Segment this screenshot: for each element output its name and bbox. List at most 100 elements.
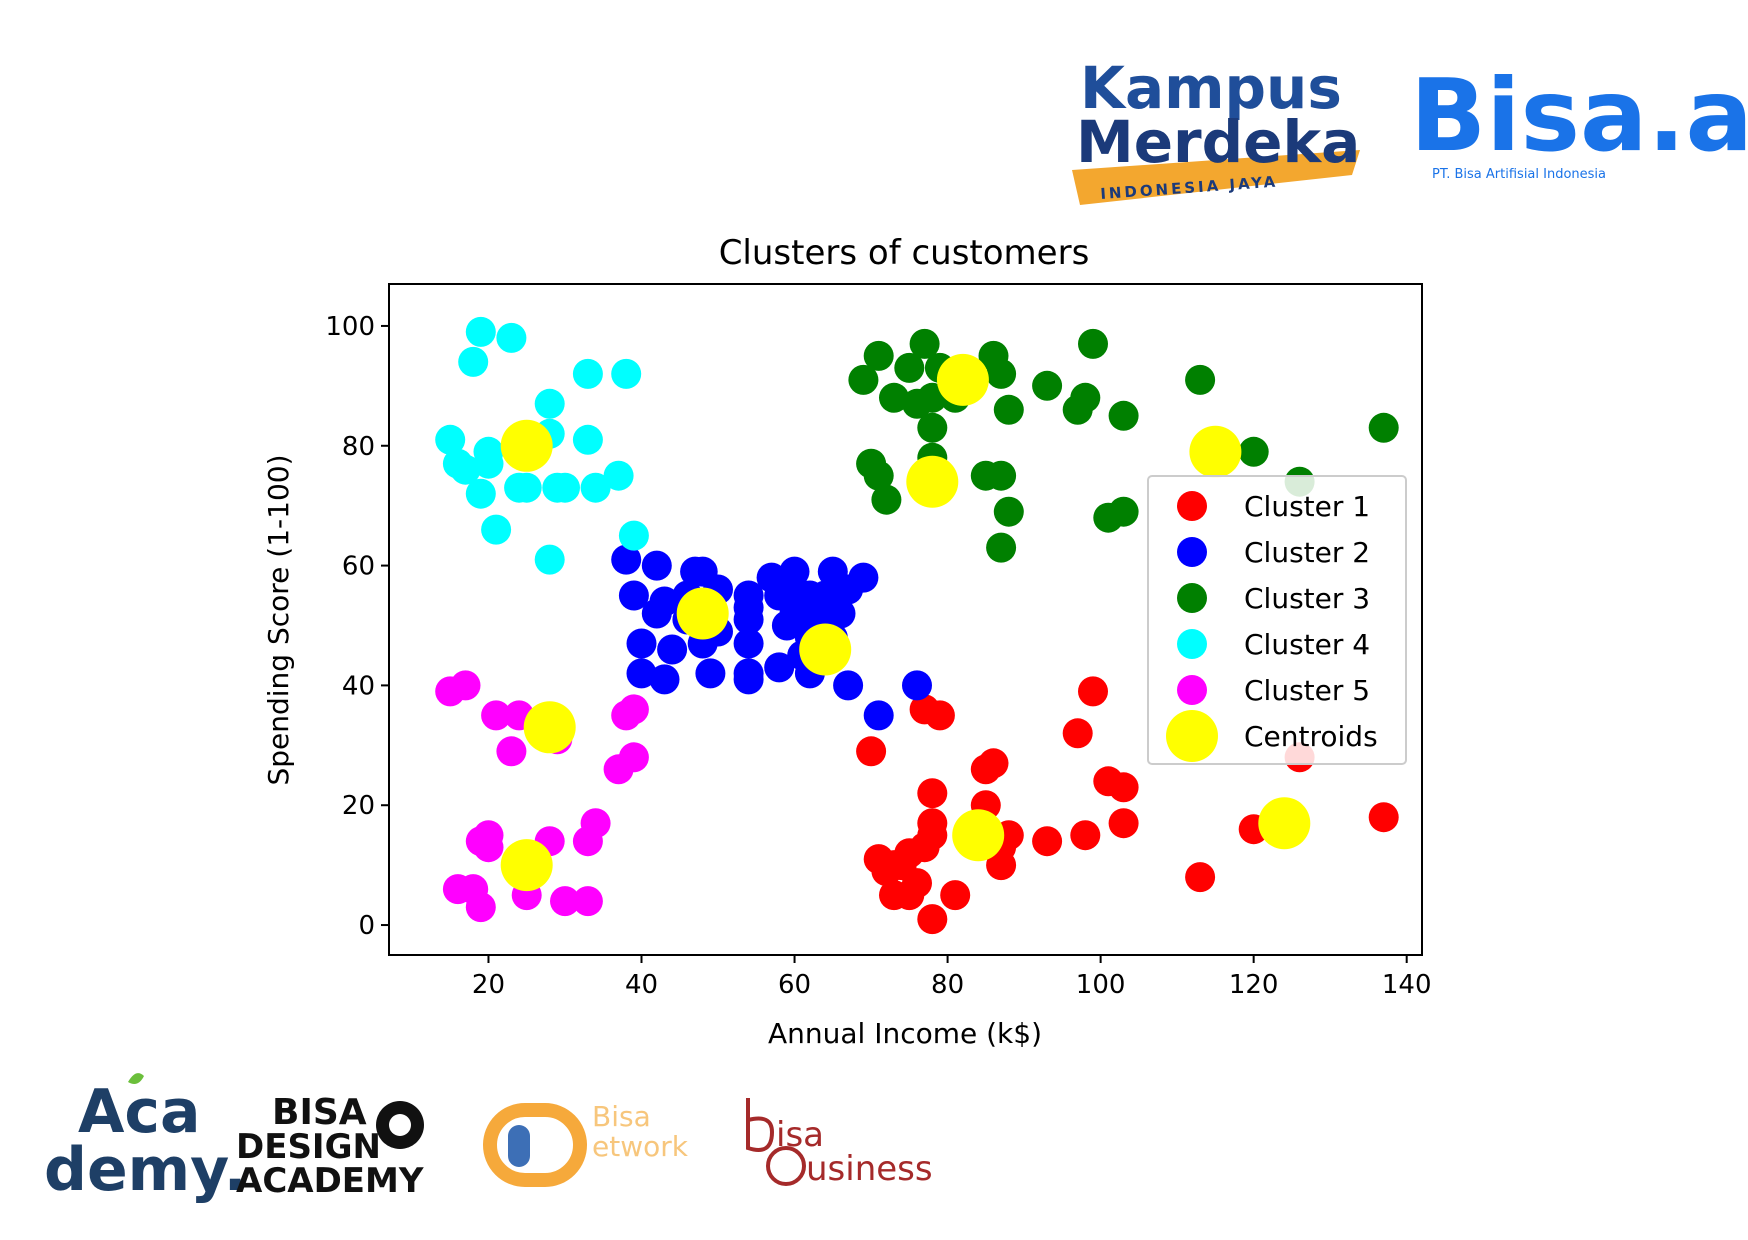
cluster-point (1032, 826, 1063, 857)
legend-label: Cluster 4 (1244, 628, 1370, 661)
centroid-point (523, 701, 576, 754)
bisa-ai-name: Bisa.ai (1410, 57, 1748, 174)
cluster-point (779, 556, 810, 587)
cluster-point (618, 520, 649, 551)
cluster-point (764, 652, 795, 683)
cluster-point (1078, 328, 1108, 359)
cluster-point (833, 670, 864, 701)
cluster-point (626, 658, 657, 689)
centroid-point (1258, 797, 1311, 850)
y-tick-label: 80 (342, 432, 375, 462)
academy-line1: Aca (78, 1077, 201, 1147)
network-loop-icon (483, 1103, 587, 1187)
cluster-point (848, 364, 879, 395)
cluster-point (626, 628, 657, 659)
centroid-point (906, 455, 959, 508)
cluster-point (618, 742, 649, 773)
x-tick-label: 100 (1076, 970, 1126, 1000)
cluster-point (572, 358, 603, 389)
cluster-point (481, 514, 512, 545)
cluster-point (572, 424, 603, 455)
cluster-point (450, 454, 481, 485)
bda-line3: ACADEMY (236, 1161, 424, 1201)
cluster-point (917, 904, 948, 935)
cluster-point (550, 886, 580, 917)
legend-marker (1166, 710, 1218, 762)
centroid-point (676, 587, 729, 640)
cluster-point (856, 736, 887, 767)
academy-logo: Aca demy. (44, 1073, 247, 1205)
cluster-point (902, 868, 932, 899)
legend-marker (1177, 537, 1207, 567)
centroid-point (500, 419, 553, 472)
cluster-point (1070, 382, 1101, 413)
cluster-point (917, 412, 948, 443)
cluster-point (733, 580, 764, 611)
bisa-business-line2: usiness (806, 1149, 933, 1189)
cluster-point (986, 532, 1017, 563)
y-tick-label: 40 (342, 671, 375, 701)
cluster-point (863, 700, 894, 731)
cluster-point (1032, 370, 1063, 401)
cluster-point (611, 358, 642, 389)
cluster-point (695, 658, 726, 689)
cluster-point (603, 460, 634, 491)
cluster-point (917, 778, 948, 809)
cluster-point (1108, 772, 1139, 803)
business-b-icon (746, 1098, 775, 1152)
cluster-point (909, 328, 940, 359)
cluster-point (649, 664, 680, 695)
cluster-point (534, 544, 565, 575)
y-tick-label: 60 (342, 552, 375, 582)
cluster-point (618, 694, 649, 725)
x-tick-label: 40 (625, 970, 658, 1000)
cluster-point (611, 544, 642, 575)
legend-label: Cluster 2 (1244, 536, 1370, 569)
cluster-point (649, 586, 680, 617)
cluster-point (871, 484, 902, 515)
x-tick-label: 140 (1382, 970, 1432, 1000)
x-axis-label: Annual Income (k$) (768, 1017, 1042, 1050)
bisa-business-line1: isa (776, 1115, 824, 1155)
cluster-point (848, 562, 879, 593)
cluster-point (450, 670, 481, 701)
leaf-icon (128, 1073, 144, 1084)
y-tick-label: 0 (358, 911, 375, 941)
cluster-point (580, 808, 611, 839)
cluster-point (1185, 364, 1216, 395)
legend-marker (1177, 491, 1207, 521)
cluster-point (924, 700, 955, 731)
cluster-point (465, 892, 496, 923)
cluster-point (580, 472, 611, 503)
legend-label: Cluster 1 (1244, 490, 1370, 523)
cluster-point (496, 322, 527, 353)
x-tick-label: 80 (931, 970, 964, 1000)
cluster-point (863, 340, 894, 371)
academy-line2: demy. (44, 1135, 247, 1205)
bisa-network-line1: Bisa (592, 1100, 651, 1133)
cluster-point (1108, 808, 1139, 839)
y-tick-label: 100 (325, 312, 375, 342)
bisa-business-logo: isa usiness (746, 1098, 933, 1189)
kampus-merdeka-line2: Merdeka (1076, 108, 1360, 176)
cluster-point (825, 598, 856, 629)
cluster-point (1070, 820, 1101, 851)
kampus-merdeka-logo: Kampus Merdeka INDONESIA JAYA (1072, 54, 1360, 205)
cluster-point (733, 664, 764, 695)
cluster-point (641, 550, 672, 581)
cluster-point (496, 736, 527, 767)
cluster-point (917, 808, 948, 839)
cluster-point (940, 880, 971, 911)
cluster-point (986, 358, 1017, 389)
cluster-point (1062, 718, 1093, 749)
chart-legend: Cluster 1 Cluster 2 Cluster 3 Cluster 4 Clus… (1147, 475, 1407, 765)
centroid-point (936, 353, 989, 406)
cluster-point (572, 886, 603, 917)
x-tick-label: 20 (472, 970, 505, 1000)
cluster-point (1368, 802, 1399, 833)
cluster-point (458, 346, 489, 377)
cluster-point (993, 394, 1024, 425)
legend-label: Cluster 3 (1244, 582, 1370, 615)
cluster-point (511, 472, 542, 503)
